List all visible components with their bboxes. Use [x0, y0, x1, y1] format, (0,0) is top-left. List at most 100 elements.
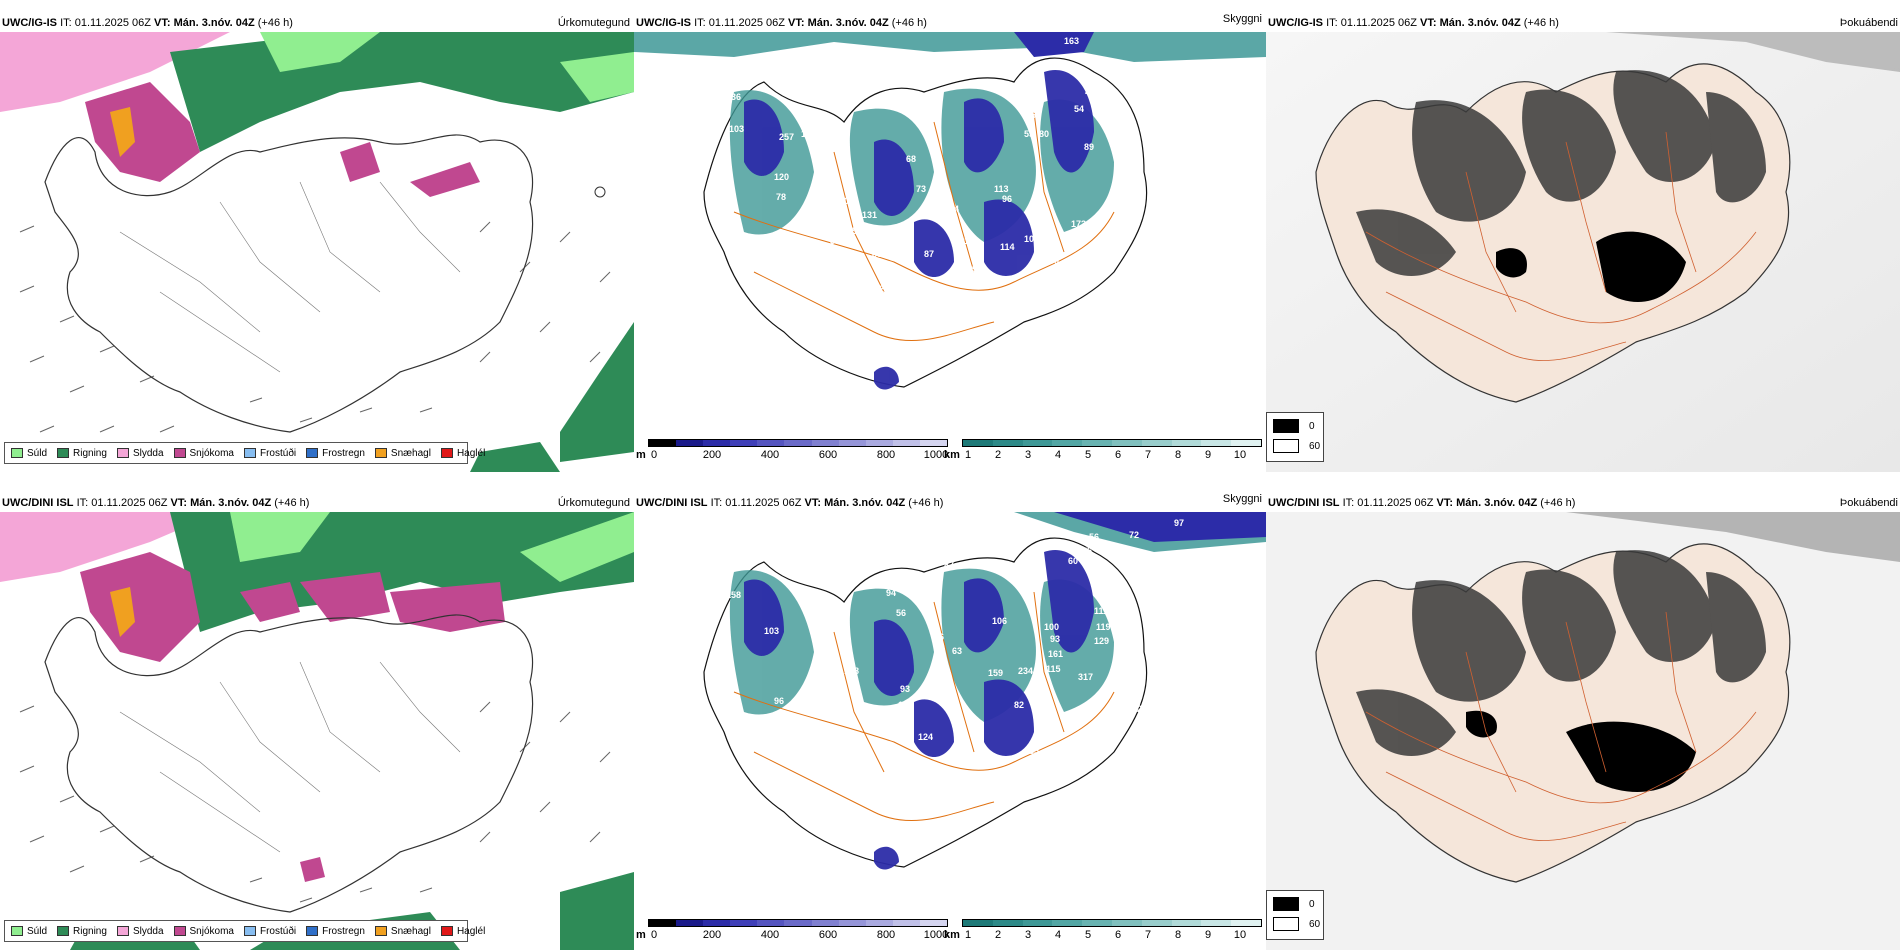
- map-value-label: 63: [952, 646, 962, 656]
- legend-swatch: [1273, 439, 1299, 453]
- lead-time: (+46 h): [1523, 17, 1559, 29]
- model-name: UWC/IG-IS: [1268, 17, 1323, 29]
- legend-swatch: [306, 448, 319, 458]
- lead-time: (+46 h): [908, 497, 944, 509]
- colorbar-tick: 600: [818, 449, 838, 461]
- colorbar-tick: 8: [1174, 449, 1182, 461]
- map-value-label: 72: [1129, 530, 1139, 540]
- map-value-label: 68: [906, 154, 916, 164]
- legend-swatch: [440, 926, 453, 936]
- precip-map-dini: [0, 512, 634, 950]
- fog-map-dini: [1266, 512, 1900, 950]
- fog-legend-high: 0: [1273, 897, 1315, 911]
- fog-legend-low: 60: [1273, 439, 1320, 453]
- lead-time: (+46 h): [274, 497, 310, 509]
- map-value-label: 80: [1039, 129, 1049, 139]
- model-name: UWC/IG-IS: [2, 17, 57, 29]
- map-value-label: 114: [1000, 242, 1015, 252]
- colorbar-unit: km: [944, 929, 960, 941]
- panel-type-title: Skyggni: [1222, 13, 1262, 25]
- lead-time: (+46 h): [257, 17, 293, 29]
- map-value-label: 85: [944, 220, 954, 230]
- map-value-label: 89: [1084, 142, 1094, 152]
- map-value-label: 161: [1048, 649, 1063, 659]
- map-value-label: 113: [994, 184, 1009, 194]
- map-value-label: 163: [1064, 36, 1079, 46]
- map-value-label: 79: [1064, 319, 1074, 329]
- legend-item-frostudi: Frostúði: [243, 448, 296, 459]
- legend-swatch: [306, 926, 319, 936]
- map-value-label: 180: [724, 554, 739, 564]
- panel-header: UWC/DINI ISL IT: 01.11.2025 06Z VT: Mán.…: [2, 496, 632, 510]
- map-value-label: 103: [898, 700, 913, 710]
- lead-time: (+46 h): [1540, 497, 1576, 509]
- colorbar-tick: 10: [1233, 929, 1247, 941]
- legend-swatch: [57, 926, 70, 936]
- map-value-label: 47: [814, 672, 824, 682]
- iceland-coastline: [44, 614, 534, 913]
- colorbar-unit: m: [636, 929, 646, 941]
- iceland-coastline: [44, 134, 534, 433]
- fog-map-ig: [1266, 32, 1900, 472]
- panel-header: UWC/DINI ISL IT: 01.11.2025 06Z VT: Mán.…: [636, 493, 1264, 510]
- snow-area: [80, 552, 200, 662]
- legend-item-slydda: Slydda: [116, 926, 164, 937]
- map-value-label: 123: [874, 284, 889, 294]
- legend-swatch: [173, 926, 186, 936]
- map-value-label: 78: [776, 192, 786, 202]
- colorbar-tick: 1000: [923, 929, 949, 941]
- map-value-label: 93: [1050, 634, 1060, 644]
- valid-time: VT: Mán. 3.nóv. 04Z: [154, 17, 255, 29]
- map-value-label: 59: [704, 710, 714, 720]
- legend-swatch: [1273, 917, 1299, 931]
- colorbar-tick: 0: [650, 449, 658, 461]
- init-time: IT: 01.11.2025 06Z: [76, 497, 168, 509]
- precip-type-panel-ig: UWC/IG-IS IT: 01.11.2025 06Z VT: Mán. 3.…: [0, 12, 634, 472]
- map-value-label: 56: [702, 252, 712, 262]
- colorbar-tick: 2: [994, 449, 1002, 461]
- map-value-label: 97: [1174, 518, 1184, 528]
- legend-item-slydda: Slydda: [116, 448, 164, 459]
- colorbar-tick: 9: [1204, 449, 1212, 461]
- iceland-coastline: [703, 57, 1148, 388]
- legend-swatch: [1273, 897, 1299, 911]
- legend-item-rigning: Rigning: [57, 448, 107, 459]
- map-value-label: 56: [896, 608, 906, 618]
- legend-item-sudl: Súld: [11, 448, 47, 459]
- map-value-label: 115: [1046, 664, 1061, 674]
- legend-swatch: [1273, 419, 1299, 433]
- colorbar-unit: m: [636, 449, 646, 461]
- map-value-label: 103: [729, 124, 744, 134]
- cloudbase-map-ig: 163 72 77 136 54 103 257 165 66 55 80 68…: [634, 32, 1266, 432]
- visibility-colorbar: km 1 2 3 4 5 6 7 8 9 10: [944, 437, 1264, 465]
- map-value-label: 72: [734, 72, 744, 82]
- panel-header: UWC/IG-IS IT: 01.11.2025 06Z VT: Mán. 3.…: [2, 16, 632, 30]
- map-value-label: 93: [900, 684, 910, 694]
- map-value-label: 119: [1096, 622, 1111, 632]
- map-value-label: 103: [764, 626, 779, 636]
- road-network: [733, 591, 1115, 822]
- fog-panel-ig: UWC/IG-IS IT: 01.11.2025 06Z VT: Mán. 3.…: [1266, 12, 1900, 472]
- colorbar-tick: 400: [760, 449, 780, 461]
- fog-panel-dini: UWC/DINI ISL IT: 01.11.2025 06Z VT: Mán.…: [1266, 492, 1900, 950]
- valid-time: VT: Mán. 3.nóv. 04Z: [170, 497, 272, 509]
- legend-item-rigning: Rigning: [57, 926, 107, 937]
- iceland-coastline: [703, 537, 1148, 868]
- map-value-label: 124: [918, 732, 933, 742]
- colorbar-strip: [962, 439, 1262, 447]
- map-value-label: 108: [1024, 234, 1039, 244]
- road-network: [1365, 131, 1757, 361]
- map-value-label: 66: [1026, 110, 1036, 120]
- legend-item-frostudi: Frostúði: [243, 926, 296, 937]
- legend-swatch: [57, 448, 70, 458]
- visibility-colorbar: km 1 2 3 4 5 6 7 8 9 10: [944, 917, 1264, 945]
- legend-item-frostregn: Frostregn: [306, 448, 365, 459]
- map-value-label: 159: [988, 668, 1003, 678]
- colorbar-tick: 5: [1084, 929, 1092, 941]
- panel-header: UWC/IG-IS IT: 01.11.2025 06Z VT: Mán. 3.…: [636, 13, 1264, 30]
- panel-type-title: Þokuábendi: [1839, 17, 1898, 29]
- map-value-label: 87: [944, 560, 954, 570]
- panel-type-title: Úrkomutegund: [557, 17, 630, 29]
- map-value-label: 94: [886, 588, 896, 598]
- precip-legend: Súld Rigning Slydda Snjókoma Frostúði Fr…: [4, 920, 485, 942]
